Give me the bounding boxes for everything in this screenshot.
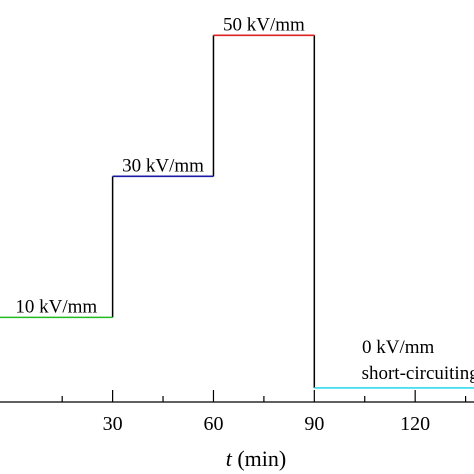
segment-label: 50 kV/mm xyxy=(223,14,305,35)
segment-labels: 10 kV/mm 30 kV/mm 50 kV/mm 0 kV/mm short-cir… xyxy=(15,14,474,384)
segment-label: 30 kV/mm xyxy=(122,155,204,176)
x-axis-label-unit: (min) xyxy=(232,446,286,471)
x-tick-label: 120 xyxy=(400,413,430,435)
plot-area: 30 60 90 120 10 kV/mm 30 kV/mm 50 kV/mm 0 kV/m… xyxy=(0,14,474,435)
x-tick-label: 30 xyxy=(103,413,123,435)
x-tick-label: 90 xyxy=(304,413,324,435)
x-tick-label: 60 xyxy=(203,413,223,435)
x-axis-label: t (min) xyxy=(226,446,287,471)
x-ticks: 30 60 90 120 xyxy=(62,390,465,435)
segment-label-secondary: short-circuiting xyxy=(362,363,474,384)
segment-label: 10 kV/mm xyxy=(15,296,97,317)
level-segments xyxy=(0,35,474,388)
step-connectors xyxy=(113,35,315,388)
segment-label: 0 kV/mm xyxy=(362,337,435,358)
